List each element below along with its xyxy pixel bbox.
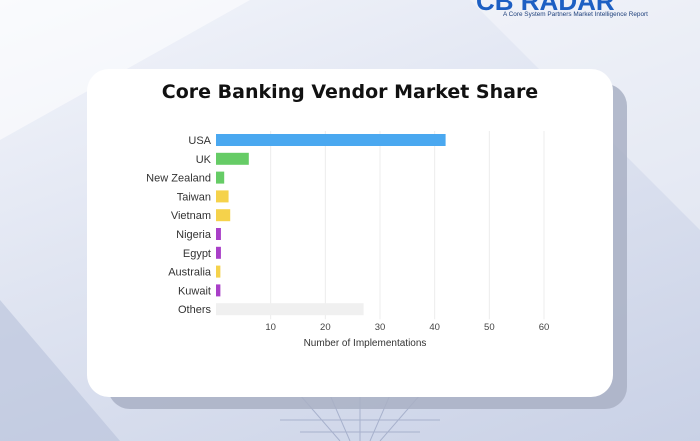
category-label: Egypt	[183, 248, 211, 260]
category-label: USA	[188, 135, 211, 147]
bar	[216, 152, 249, 165]
category-label: Australia	[168, 267, 212, 279]
tick-label: 10	[265, 322, 276, 333]
bar	[216, 134, 446, 146]
category-label: Kuwait	[178, 285, 211, 297]
tick-label: 30	[375, 322, 386, 333]
bar	[216, 284, 221, 297]
category-label: UK	[196, 154, 212, 166]
category-label: Nigeria	[176, 229, 212, 241]
brand-header: CB RADAR A Core System Partners Market I…	[476, 0, 676, 24]
chart-title: Core Banking Vendor Market Share	[161, 81, 539, 103]
bar	[216, 246, 221, 259]
bar	[216, 190, 229, 203]
x-axis-label: Number of Implementations	[304, 338, 427, 349]
tick-label: 40	[429, 322, 440, 333]
category-label: New Zealand	[146, 173, 211, 185]
bar	[216, 171, 225, 184]
bar	[216, 303, 364, 316]
chart-card: Core Banking Vendor Market Share USA UK Ne…	[87, 69, 613, 397]
bar-chart: USA UK New Zealand Taiwan Vietnam Nigeria Egyp…	[146, 131, 550, 349]
bar	[216, 228, 221, 240]
brand-tagline: A Core System Partners Market Intelligen…	[503, 11, 648, 18]
category-label: Others	[178, 304, 212, 316]
bar	[216, 265, 221, 278]
brand-logo: CB RADAR	[476, 0, 615, 16]
category-label: Vietnam	[171, 210, 211, 222]
tick-label: 20	[320, 322, 331, 333]
bar	[216, 209, 231, 222]
category-label: Taiwan	[177, 191, 211, 203]
tick-label: 50	[484, 322, 495, 333]
tick-label: 60	[539, 322, 550, 333]
